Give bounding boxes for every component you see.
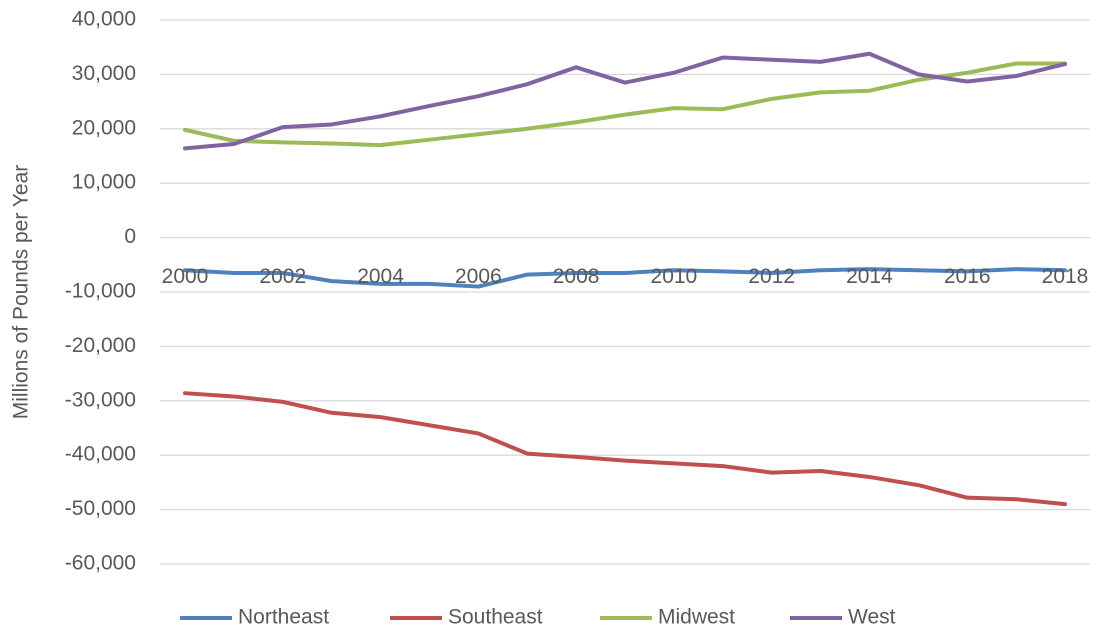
y-tick-label: -40,000: [65, 443, 136, 466]
y-tick-label: 20,000: [72, 116, 136, 139]
x-tick-label: 2006: [455, 265, 502, 288]
x-tick-label: 2018: [1042, 265, 1089, 288]
legend-label: Southeast: [448, 606, 543, 629]
series-line: [183, 391, 1067, 507]
x-tick-label: 2004: [357, 265, 404, 288]
legend-label: Midwest: [658, 606, 735, 629]
series-line: [183, 61, 1067, 148]
y-tick-label: -30,000: [65, 388, 136, 411]
y-tick-label: 0: [124, 225, 136, 248]
y-tick-label: -50,000: [65, 497, 136, 520]
y-tick-label: -60,000: [65, 552, 136, 575]
x-tick-label: 2012: [748, 265, 795, 288]
y-tick-label: 30,000: [72, 62, 136, 85]
y-tick-label: 40,000: [72, 8, 136, 31]
x-tick-label: 2002: [259, 265, 306, 288]
x-tick-label: 2014: [846, 265, 893, 288]
x-tick-label: 2016: [944, 265, 991, 288]
y-axis-title: Millions of Pounds per Year: [10, 165, 33, 420]
x-tick-label: 2000: [162, 265, 209, 288]
x-tick-label: 2010: [651, 265, 698, 288]
series-line: [183, 51, 1067, 151]
x-tick-label: 2008: [553, 265, 600, 288]
legend-label: West: [848, 606, 896, 629]
y-tick-label: -10,000: [65, 280, 136, 303]
legend-label: Northeast: [238, 606, 329, 629]
y-tick-label: 10,000: [72, 171, 136, 194]
series-line: [183, 267, 1067, 289]
y-tick-label: -20,000: [65, 334, 136, 357]
